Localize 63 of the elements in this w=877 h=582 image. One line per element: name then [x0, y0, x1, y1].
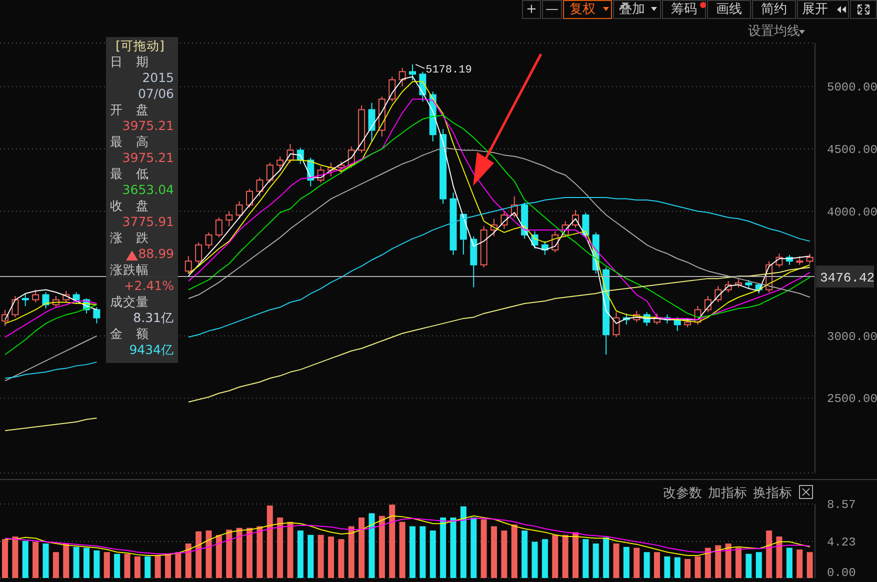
candlestick: [368, 102, 376, 142]
text: 加指标: [708, 485, 747, 502]
candlestick: [276, 156, 284, 171]
y-tick-label: 8.57: [827, 498, 856, 512]
annotation: 3775.91: [121, 214, 174, 230]
annotation: 88.99: [137, 246, 174, 262]
text: 改参数: [663, 485, 702, 502]
candlestick: [266, 162, 274, 184]
annotation: 3975.21: [121, 150, 174, 166]
text: 换指标: [753, 485, 792, 502]
y-tick-label: 4.23: [827, 535, 856, 550]
annotation: 涨 跌: [110, 230, 150, 246]
candlestick: [256, 177, 264, 197]
text: 简约: [752, 0, 796, 19]
candlestick: [226, 210, 233, 227]
annotation: 涨跌幅: [110, 262, 150, 278]
text: 叠加: [613, 0, 661, 19]
text: 画线: [707, 0, 751, 19]
annotation: 日 期: [110, 54, 150, 70]
text: +: [522, 0, 541, 19]
text: 展开: [797, 0, 849, 19]
text: 筹码: [662, 0, 706, 19]
candlestick: [612, 312, 620, 338]
text: —: [542, 0, 562, 19]
candlestick: [714, 286, 722, 303]
candlestick: [93, 306, 100, 324]
annotation: 9434亿: [128, 342, 174, 358]
candlestick: [205, 232, 212, 250]
candlestick: [22, 293, 29, 306]
y-tick-label: 4000.00: [827, 205, 877, 220]
candlestick: [409, 64, 416, 81]
annotation: 2015: [141, 70, 174, 86]
candlestick: [215, 216, 222, 238]
text: 复权: [563, 0, 612, 19]
y-tick-label: 2500.00: [827, 392, 877, 406]
annotation: 开 盘: [110, 102, 150, 118]
candlestick: [246, 188, 253, 208]
annotation: 3975.21: [121, 118, 174, 134]
annotation: 最 低: [110, 166, 150, 182]
y-tick-label: 5000.00: [827, 80, 877, 95]
text: 设置均线: [748, 23, 800, 40]
annotation: 最 高: [110, 134, 150, 150]
annotation: 8.31亿: [132, 310, 174, 326]
y-tick-label: 4500.00: [827, 142, 877, 157]
ref-line-label: 3476.42: [820, 270, 875, 286]
annotation: [可拖动]: [114, 38, 166, 54]
candlestick: [195, 242, 202, 264]
annotation: +2.41%: [122, 278, 174, 294]
annotation: 07/06: [136, 86, 174, 102]
candlestick: [184, 256, 192, 274]
candlestick: [806, 253, 814, 264]
candlestick: [388, 76, 396, 102]
candlestick: [72, 292, 80, 304]
annotation: 收 盘: [110, 198, 150, 214]
y-tick-label: 3000.00: [827, 330, 877, 344]
candlestick: [236, 200, 243, 220]
candlestick: [398, 67, 406, 88]
annotation: 金 额: [110, 326, 150, 342]
annotation: 成交量: [110, 294, 150, 310]
annotation: 3653.04: [121, 182, 174, 198]
candlestick: [32, 289, 40, 303]
y-tick-label: 0.00: [827, 566, 856, 580]
annotation: 5178.19: [426, 64, 472, 76]
